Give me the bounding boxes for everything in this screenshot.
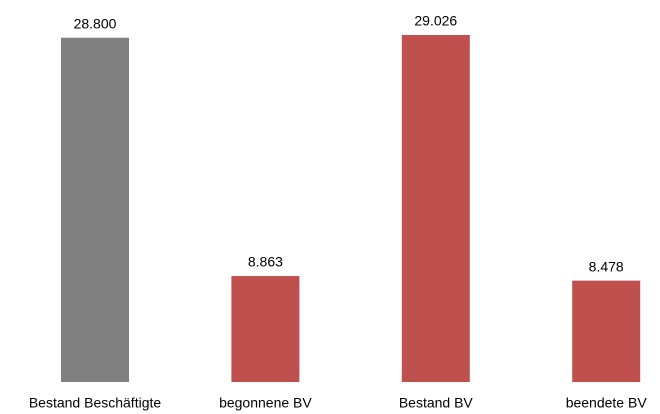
x-tick-label: Bestand BV (399, 395, 474, 411)
bar (401, 35, 470, 382)
bar (572, 280, 641, 382)
bar (231, 276, 300, 382)
bar (61, 37, 129, 383)
x-tick-label: begonnene BV (219, 395, 312, 411)
x-tick-label: beendete BV (566, 395, 648, 411)
value-label: 8.478 (589, 258, 624, 274)
value-label: 8.863 (248, 254, 283, 270)
value-label: 28.800 (74, 15, 117, 31)
value-label: 29.026 (414, 13, 457, 29)
x-tick-label: Bestand Beschäftigte (29, 395, 162, 411)
